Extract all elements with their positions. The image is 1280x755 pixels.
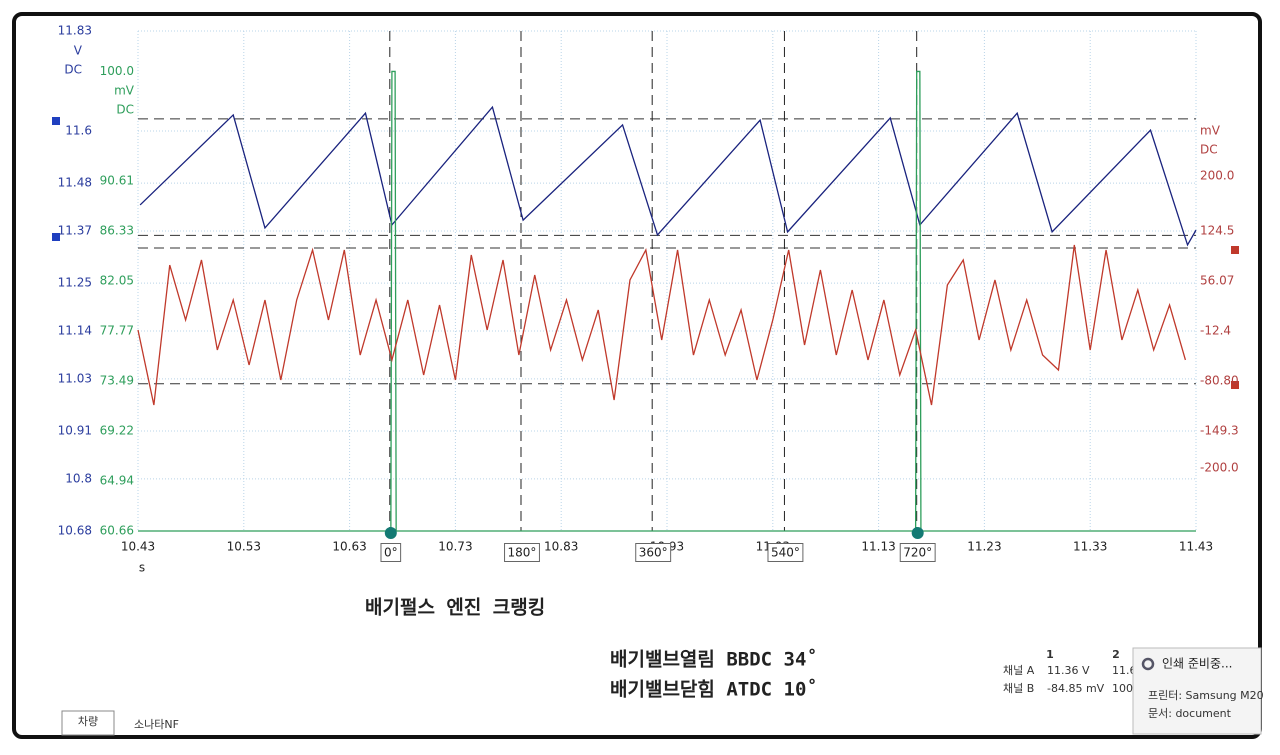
popup-title: 인쇄 준비중... (1162, 657, 1232, 671)
cursor-box (899, 543, 936, 562)
y2-tick-label: 82.05 (100, 274, 134, 288)
y-tick-label: 11.83 (58, 24, 92, 38)
trace (139, 105, 1197, 247)
y2-tick-label: 64.94 (100, 474, 134, 488)
y2-tick-label: 60.66 (100, 524, 134, 538)
cursor-label: 540° (771, 546, 800, 560)
y2-tick-label: 90.61 (100, 174, 134, 188)
table-cell: 채널 B (1003, 682, 1034, 695)
y2-tick-label: 86.33 (100, 224, 134, 238)
axis-unit: DC (64, 63, 82, 77)
x-tick-label: 10.53 (227, 540, 261, 554)
table-header: 2 (1112, 648, 1120, 661)
axis-unit: V (74, 44, 83, 58)
cursor-box (767, 543, 804, 562)
y2-tick-label: 77.77 (100, 324, 134, 338)
y3-tick-label: -149.3 (1200, 423, 1239, 437)
table-cell: 채널 A (1003, 664, 1035, 677)
annotation: 배기밸브닫힘 ATDC 10˚ (610, 678, 818, 701)
trace (138, 70, 1196, 532)
y-tick-label: 10.68 (58, 524, 92, 538)
axis-unit: DC (1200, 143, 1218, 157)
y-tick-label: 10.8 (65, 471, 92, 485)
table-cell: 11.6 (1112, 664, 1137, 677)
y2-tick-label: 100.0 (100, 64, 134, 78)
channel-marker (52, 233, 60, 241)
y-tick-label: 11.6 (65, 124, 92, 138)
table-cell: -84.85 mV (1047, 682, 1105, 695)
y-tick-label: 11.25 (58, 276, 92, 290)
y-tick-label: 11.48 (58, 176, 92, 190)
x-tick-label: 10.83 (544, 540, 578, 554)
channel-marker (1231, 381, 1239, 389)
gear-icon (1141, 657, 1155, 671)
y-tick-label: 11.14 (58, 324, 92, 338)
y-tick-label: 10.91 (58, 424, 92, 438)
x-tick-label: 11.43 (1179, 540, 1213, 554)
x-tick-label: 11.23 (967, 540, 1001, 554)
y-tick-label: 11.03 (58, 371, 92, 385)
y2-tick-label: 69.22 (100, 424, 134, 438)
frame (12, 12, 1262, 739)
x-tick-label: 10.43 (121, 540, 155, 554)
popup-text: 문서: document (1148, 707, 1232, 720)
table-cell: 11.36 V (1047, 664, 1090, 677)
channel-marker (52, 117, 60, 125)
axis-unit: mV (1200, 124, 1221, 138)
cursor-box (635, 543, 672, 562)
x-axis-label: s (139, 561, 145, 575)
y3-tick-label: -200.0 (1200, 460, 1239, 474)
cursor-label: 0° (384, 546, 398, 560)
channel-marker (1231, 246, 1239, 254)
cursor-label: 360° (639, 546, 668, 560)
cursor-box (504, 543, 540, 562)
annotation: 배기펄스 엔진 크랭킹 (365, 597, 545, 619)
tab[interactable] (61, 710, 115, 736)
axis-unit: mV (114, 84, 135, 98)
cursor-label: 180° (508, 546, 537, 560)
y3-tick-label: -12.4 (1200, 323, 1231, 337)
x-tick-label: 10.63 (332, 540, 366, 554)
y3-tick-label: 56.07 (1200, 273, 1234, 287)
x-tick-label: 10.73 (438, 540, 472, 554)
y3-tick-label: 200.0 (1200, 168, 1234, 182)
cursor-box (380, 543, 402, 562)
pulse-marker (384, 527, 397, 539)
table-header: 1 (1046, 648, 1054, 661)
pulse-marker (911, 527, 924, 539)
x-tick-label: 11.33 (1073, 540, 1107, 554)
y-tick-label: 11.37 (58, 224, 92, 238)
tab-label[interactable]: 차량 (78, 715, 98, 728)
print-popup (1132, 647, 1262, 735)
axis-unit: DC (116, 103, 134, 117)
tab-label[interactable]: 소나타NF (134, 718, 179, 731)
annotation: 배기밸브열림 BBDC 34˚ (610, 648, 818, 671)
x-tick-label: 11.13 (861, 540, 895, 554)
y3-tick-label: 124.5 (1200, 224, 1234, 238)
trace (137, 244, 1187, 406)
cursor-label: 720° (903, 546, 932, 560)
table-cell: 100. (1112, 682, 1137, 695)
popup-text: 프린터: Samsung M20 (1148, 689, 1264, 702)
y2-tick-label: 73.49 (100, 374, 134, 388)
y3-tick-label: -80.80 (1200, 373, 1239, 387)
